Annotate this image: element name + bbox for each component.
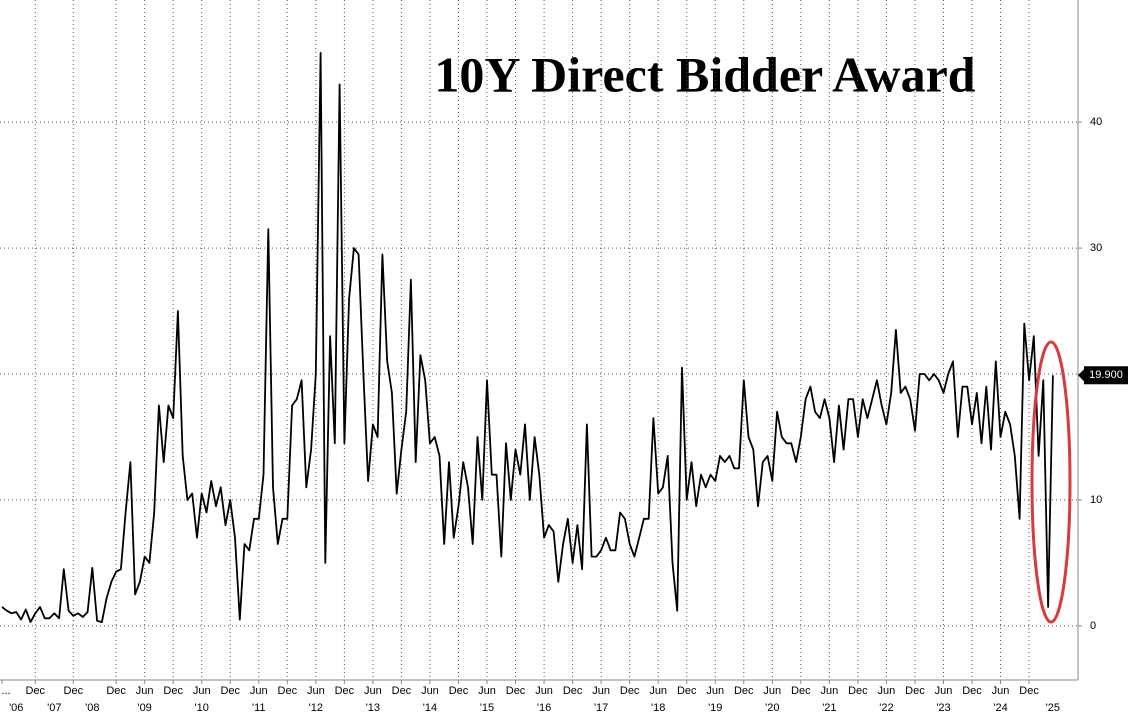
year-label: '19 bbox=[708, 702, 722, 714]
x-tick-label: Dec bbox=[163, 685, 183, 697]
highlight-ellipse bbox=[1030, 340, 1072, 624]
y-tick-label: 10 bbox=[1090, 494, 1102, 506]
y-tick-label: 0 bbox=[1090, 620, 1096, 632]
x-tick-label: Dec bbox=[791, 685, 811, 697]
last-value-label: 19.900 bbox=[1089, 369, 1123, 381]
x-tick-label: Jun bbox=[706, 685, 724, 697]
y-tick-label: 30 bbox=[1090, 242, 1102, 254]
year-label: '17 bbox=[594, 702, 608, 714]
year-label: '12 bbox=[309, 702, 323, 714]
year-label: '23 bbox=[936, 702, 950, 714]
year-label: '22 bbox=[879, 702, 893, 714]
year-label: '10 bbox=[195, 702, 209, 714]
year-label: '24 bbox=[993, 702, 1007, 714]
x-tick-label: ... bbox=[1, 685, 10, 697]
x-tick-label: Jun bbox=[478, 685, 496, 697]
x-tick-label: Dec bbox=[278, 685, 298, 697]
year-label: '11 bbox=[252, 702, 266, 714]
data-line bbox=[1, 52, 1054, 623]
x-tick-label: Jun bbox=[820, 685, 838, 697]
chart-title: 10Y Direct Bidder Award bbox=[434, 46, 975, 102]
year-label: '13 bbox=[366, 702, 380, 714]
x-tick-label: Dec bbox=[220, 685, 240, 697]
x-tick-label: Jun bbox=[535, 685, 553, 697]
x-tick-label: Jun bbox=[592, 685, 610, 697]
year-label: '20 bbox=[765, 702, 779, 714]
x-tick-label: Jun bbox=[250, 685, 268, 697]
x-tick-label: Dec bbox=[26, 685, 46, 697]
year-label: '18 bbox=[651, 702, 665, 714]
year-label: '14 bbox=[423, 702, 437, 714]
x-tick-label: Dec bbox=[677, 685, 697, 697]
year-label: '15 bbox=[480, 702, 494, 714]
last-value-badge bbox=[1084, 366, 1128, 385]
year-label: '08 bbox=[85, 702, 99, 714]
x-tick-label: Dec bbox=[506, 685, 526, 697]
x-tick-label: Jun bbox=[364, 685, 382, 697]
year-label: '25 bbox=[1046, 702, 1060, 714]
year-label: '09 bbox=[137, 702, 151, 714]
x-tick-label: Jun bbox=[763, 685, 781, 697]
last-value-pointer bbox=[1078, 369, 1084, 382]
year-label: '21 bbox=[822, 702, 836, 714]
x-tick-label: Dec bbox=[64, 685, 84, 697]
x-tick-label: Dec bbox=[620, 685, 640, 697]
year-label: '16 bbox=[537, 702, 551, 714]
x-tick-label: Jun bbox=[136, 685, 154, 697]
x-tick-label: Dec bbox=[106, 685, 126, 697]
year-label: '07 bbox=[47, 702, 61, 714]
x-tick-label: Jun bbox=[649, 685, 667, 697]
x-tick-label: Dec bbox=[335, 685, 355, 697]
x-tick-label: Jun bbox=[935, 685, 953, 697]
x-tick-label: Jun bbox=[307, 685, 325, 697]
x-tick-label: Dec bbox=[1019, 685, 1039, 697]
x-tick-label: Dec bbox=[848, 685, 868, 697]
x-tick-label: Jun bbox=[992, 685, 1010, 697]
x-tick-label: Jun bbox=[878, 685, 896, 697]
x-tick-label: Jun bbox=[193, 685, 211, 697]
x-tick-label: Dec bbox=[905, 685, 925, 697]
x-tick-label: Dec bbox=[962, 685, 982, 697]
year-label: '06 bbox=[9, 702, 23, 714]
x-tick-label: Dec bbox=[563, 685, 583, 697]
x-tick-label: Dec bbox=[449, 685, 469, 697]
y-tick-label: 40 bbox=[1090, 116, 1102, 128]
x-tick-label: Dec bbox=[392, 685, 412, 697]
x-tick-label: Dec bbox=[734, 685, 754, 697]
x-tick-label: Jun bbox=[421, 685, 439, 697]
